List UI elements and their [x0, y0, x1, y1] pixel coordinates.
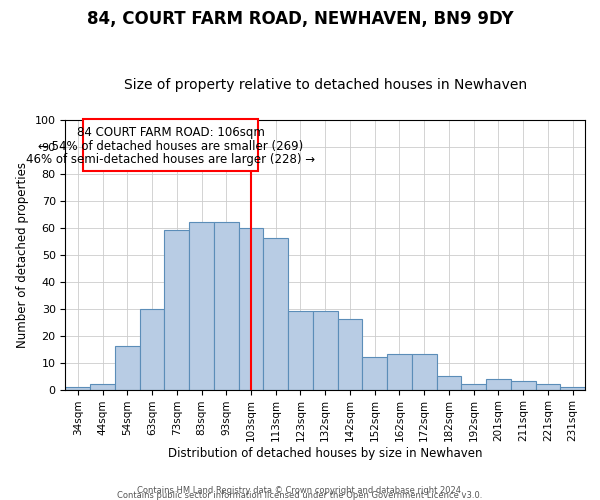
Bar: [486, 379, 511, 390]
Bar: [511, 382, 536, 390]
Text: Contains public sector information licensed under the Open Government Licence v3: Contains public sector information licen…: [118, 490, 482, 500]
Text: 84, COURT FARM ROAD, NEWHAVEN, BN9 9DY: 84, COURT FARM ROAD, NEWHAVEN, BN9 9DY: [86, 10, 514, 28]
Bar: [263, 238, 288, 390]
Bar: [214, 222, 239, 390]
Bar: [412, 354, 437, 390]
Bar: [164, 230, 189, 390]
Text: ← 54% of detached houses are smaller (269): ← 54% of detached houses are smaller (26…: [38, 140, 303, 153]
Bar: [189, 222, 214, 390]
Bar: [288, 312, 313, 390]
Text: 84 COURT FARM ROAD: 106sqm: 84 COURT FARM ROAD: 106sqm: [77, 126, 265, 140]
Bar: [313, 312, 338, 390]
Bar: [338, 320, 362, 390]
Text: Contains HM Land Registry data © Crown copyright and database right 2024.: Contains HM Land Registry data © Crown c…: [137, 486, 463, 495]
Bar: [437, 376, 461, 390]
Bar: [239, 228, 263, 390]
Bar: [115, 346, 140, 390]
Title: Size of property relative to detached houses in Newhaven: Size of property relative to detached ho…: [124, 78, 527, 92]
Bar: [140, 308, 164, 390]
Bar: [560, 387, 585, 390]
Bar: [65, 387, 90, 390]
Bar: [90, 384, 115, 390]
Bar: [536, 384, 560, 390]
Bar: [387, 354, 412, 390]
X-axis label: Distribution of detached houses by size in Newhaven: Distribution of detached houses by size …: [168, 447, 482, 460]
Bar: [461, 384, 486, 390]
Y-axis label: Number of detached properties: Number of detached properties: [16, 162, 29, 348]
Bar: [362, 357, 387, 390]
Text: 46% of semi-detached houses are larger (228) →: 46% of semi-detached houses are larger (…: [26, 154, 315, 166]
FancyBboxPatch shape: [83, 120, 259, 171]
